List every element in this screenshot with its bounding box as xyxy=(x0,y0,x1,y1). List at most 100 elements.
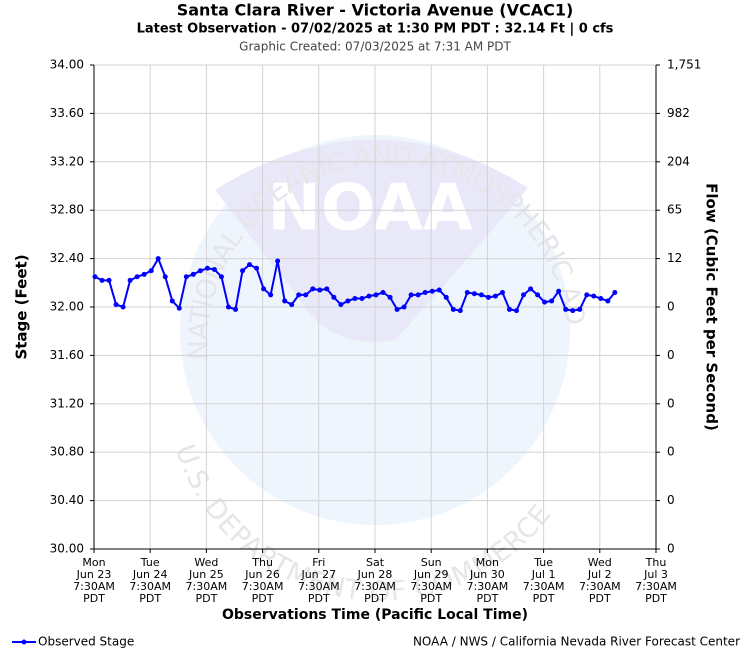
stage-point xyxy=(535,292,541,298)
stage-point xyxy=(331,294,337,300)
stage-point xyxy=(464,289,470,295)
stage-point xyxy=(506,306,512,312)
x-tick-label: 7:30AM xyxy=(635,580,677,593)
stage-point xyxy=(127,277,133,283)
stage-point xyxy=(373,292,379,298)
y-tick-label: 33.60 xyxy=(50,106,84,120)
stage-point xyxy=(366,293,372,299)
x-tick-label: Jun 24 xyxy=(132,568,168,581)
y-tick-label: 30.40 xyxy=(50,493,84,507)
stage-point xyxy=(113,302,119,308)
y2-tick-label: 0 xyxy=(667,300,675,314)
x-tick-label: PDT xyxy=(589,592,611,605)
x-tick-label: 7:30AM xyxy=(579,580,621,593)
stage-point xyxy=(106,277,112,283)
x-tick-label: Jul 3 xyxy=(643,568,668,581)
stage-point xyxy=(162,274,168,280)
x-tick-label: Thu xyxy=(645,556,667,569)
x-tick-label: Mon xyxy=(82,556,105,569)
x-tick-label: Jun 29 xyxy=(413,568,449,581)
stage-point xyxy=(429,288,435,294)
x-tick-label: Tue xyxy=(533,556,553,569)
stage-point xyxy=(436,287,442,293)
y-tick-label: 32.00 xyxy=(50,300,84,314)
stage-point xyxy=(345,298,351,304)
stage-point xyxy=(478,292,484,298)
x-tick-label: Tue xyxy=(140,556,160,569)
chart-title: Santa Clara River - Victoria Avenue (VCA… xyxy=(177,1,574,20)
stage-point xyxy=(457,308,463,314)
y2-tick-label: 0 xyxy=(667,396,675,410)
stage-point xyxy=(485,294,491,300)
stage-point xyxy=(92,274,98,280)
y-tick-label: 31.20 xyxy=(50,396,84,410)
x-tick-label: PDT xyxy=(195,592,217,605)
stage-point xyxy=(408,292,414,298)
y-tick-label: 31.60 xyxy=(50,348,84,362)
stage-point xyxy=(528,286,534,292)
credit: NOAA / NWS / California Nevada River For… xyxy=(413,635,740,649)
x-tick-label: Jul 2 xyxy=(587,568,612,581)
stage-point xyxy=(176,305,182,311)
y-tick-label: 33.20 xyxy=(50,154,84,168)
y-tick-label: 32.40 xyxy=(50,251,84,265)
stage-point xyxy=(570,308,576,314)
stage-point xyxy=(563,306,569,312)
stage-point xyxy=(317,287,323,293)
stage-point xyxy=(183,274,189,280)
x-tick-label: 7:30AM xyxy=(73,580,115,593)
x-tick-label: 7:30AM xyxy=(129,580,171,593)
stage-point xyxy=(514,308,519,314)
stage-point xyxy=(99,277,105,283)
x-tick-label: Jun 30 xyxy=(469,568,505,581)
created-note: Graphic Created: 07/03/2025 at 7:31 AM P… xyxy=(239,40,511,54)
stage-point xyxy=(549,298,555,304)
x-tick-label: PDT xyxy=(139,592,161,605)
x-tick-label: 7:30AM xyxy=(467,580,509,593)
x-tick-label: PDT xyxy=(364,592,386,605)
stage-point xyxy=(556,288,562,294)
x-axis-label: Observations Time (Pacific Local Time) xyxy=(222,607,528,623)
x-tick-label: PDT xyxy=(645,592,667,605)
stage-point xyxy=(134,274,140,280)
stage-point xyxy=(415,292,421,298)
x-tick-label: PDT xyxy=(420,592,442,605)
y2-tick-label: 204 xyxy=(667,154,690,168)
stage-point xyxy=(521,292,527,298)
chart-subtitle: Latest Observation - 07/02/2025 at 1:30 … xyxy=(137,22,614,37)
x-tick-label: Jun 23 xyxy=(76,568,112,581)
x-tick-label: Jun 26 xyxy=(244,568,280,581)
stage-point xyxy=(296,292,302,298)
y2-tick-label: 0 xyxy=(667,493,675,507)
stage-point xyxy=(218,274,224,280)
x-tick-label: Sat xyxy=(366,556,385,569)
x-tick-label: Fri xyxy=(312,556,325,569)
x-tick-label: Jun 28 xyxy=(357,568,393,581)
legend-label: Observed Stage xyxy=(38,635,134,649)
stage-point xyxy=(282,298,288,304)
y-tick-label: 34.00 xyxy=(50,58,84,72)
stage-point xyxy=(542,299,548,305)
x-tick-label: Wed xyxy=(194,556,218,569)
x-tick-label: Thu xyxy=(251,556,273,569)
stage-point xyxy=(394,306,400,312)
y2-tick-label: 1,751 xyxy=(667,58,701,72)
y2-tick-label: 982 xyxy=(667,106,690,120)
x-tick-label: Jun 27 xyxy=(300,568,336,581)
stage-point xyxy=(359,296,365,302)
stage-point xyxy=(190,271,196,277)
stage-point xyxy=(443,294,449,300)
stage-point xyxy=(225,304,231,310)
stage-point xyxy=(268,292,274,298)
y2-tick-label: 65 xyxy=(667,203,682,217)
stage-point xyxy=(387,294,393,300)
stage-point xyxy=(120,304,126,310)
stage-point xyxy=(605,298,611,304)
stage-point xyxy=(499,289,505,295)
x-tick-label: PDT xyxy=(476,592,498,605)
stage-point xyxy=(204,265,210,271)
stage-point xyxy=(197,268,203,274)
watermark-logo: NOAA xyxy=(267,172,473,246)
x-tick-label: 7:30AM xyxy=(186,580,228,593)
